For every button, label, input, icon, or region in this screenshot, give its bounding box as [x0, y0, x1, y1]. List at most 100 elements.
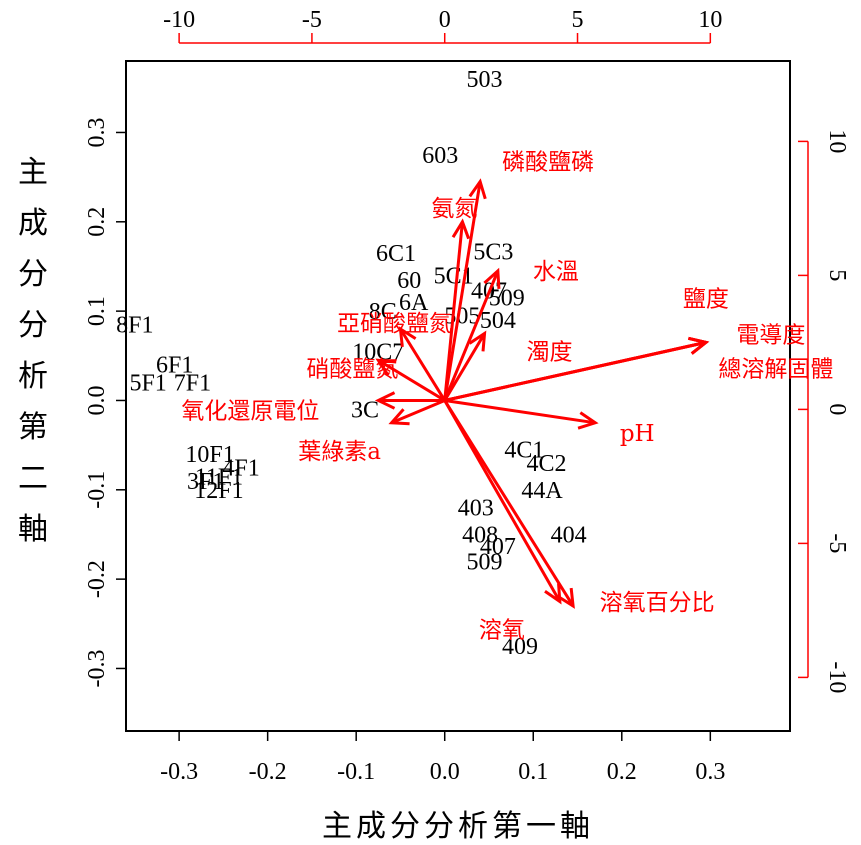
top-tick-label: 10	[698, 7, 722, 33]
observation-point-label: 509	[489, 286, 525, 312]
right-tick-label: 5	[824, 269, 850, 281]
variable-arrow	[443, 181, 482, 401]
y-tick-label: 0.2	[84, 207, 110, 237]
observation-point-label: 44A	[521, 478, 563, 504]
observation-point-label: 5C3	[473, 239, 513, 265]
observation-point-label: 4C1	[504, 438, 544, 464]
x-tick-label: 0.0	[430, 759, 460, 785]
x-tick-label: -0.2	[249, 759, 287, 785]
observation-point-label: 509	[467, 549, 503, 575]
variable-arrowhead	[375, 358, 397, 377]
variable-label: 磷酸鹽磷	[502, 150, 594, 176]
observation-point-label: 3C	[351, 397, 379, 423]
y-tick-label: -0.3	[84, 649, 110, 687]
top-tick-label: 5	[572, 7, 584, 33]
observation-point-label: 10F1	[185, 442, 234, 468]
variable-arrowhead	[468, 330, 487, 352]
variable-label: 濁度	[527, 339, 573, 365]
variable-arrows	[374, 178, 710, 609]
y-axis-title-char: 主	[18, 155, 48, 190]
right-tick-label: -10	[824, 661, 850, 693]
x-tick-label: 0.3	[695, 759, 725, 785]
left-axis: -0.3 -0.2 -0.1 0.0 0.1 0.2 0.3	[84, 117, 127, 687]
variable-label: 總溶解固體	[718, 356, 833, 382]
right-tick-label: 0	[824, 403, 850, 415]
observation-point-label: 407	[480, 534, 516, 560]
y-tick-label: 0.3	[84, 117, 110, 147]
variable-label: 氨氮	[431, 196, 477, 222]
x-axis-title: 主成分分析第一軸	[322, 809, 594, 844]
top-tick-label: -10	[163, 7, 195, 33]
x-tick-label: -0.1	[337, 759, 375, 785]
right-axis: -10 -5 0 5 10	[798, 129, 850, 693]
variable-arrow	[443, 221, 464, 401]
y-tick-label: 0.1	[84, 296, 110, 326]
variable-arrow	[443, 270, 500, 402]
observation-point-label: 3F1	[187, 469, 224, 495]
variable-label: 鹽度	[683, 286, 729, 312]
variable-label: 電導度	[736, 322, 805, 348]
right-tick-label: 10	[824, 129, 850, 153]
observation-point-label: 404	[551, 522, 587, 548]
observation-point-label: 5F1	[129, 371, 166, 397]
variable-arrow	[377, 358, 446, 402]
x-tick-label: 0.1	[518, 759, 548, 785]
y-axis-title-char: 二	[18, 461, 48, 496]
top-tick-label: -5	[302, 7, 322, 33]
right-tick-label: -5	[824, 533, 850, 553]
variable-arrow	[444, 398, 596, 425]
variable-label: 水溫	[533, 259, 579, 285]
variable-label: pH	[620, 421, 655, 447]
y-tick-label: 0.0	[84, 385, 110, 415]
variable-arrow	[399, 328, 446, 402]
y-axis-title-char: 分	[18, 308, 48, 343]
variable-arrowhead	[688, 336, 710, 355]
variable-arrowhead	[451, 218, 471, 240]
observation-point-label: 4F1	[222, 455, 259, 481]
y-axis-title-char: 析	[18, 359, 48, 394]
variable-label: 亞硝酸鹽氮	[337, 311, 452, 337]
observation-point-label: 603	[422, 143, 458, 169]
observation-point-label: 504	[480, 308, 516, 334]
observation-labels: 5036036C15C3605C14075098C6A50550410C73C8…	[116, 67, 586, 660]
variable-arrowhead	[557, 587, 575, 609]
variable-label: 溶氧	[479, 617, 525, 643]
variable-label: 溶氧百分比	[600, 590, 715, 616]
variable-arrowhead	[374, 391, 396, 410]
observation-point-label: 403	[458, 496, 494, 522]
variable-arrowhead	[483, 267, 501, 289]
x-tick-label: -0.3	[160, 759, 198, 785]
variable-label: 硝酸鹽氮	[306, 356, 398, 382]
variable-arrowhead	[468, 178, 487, 200]
y-axis-title-char: 第	[18, 410, 48, 445]
variable-label: 氧化還原電位	[181, 398, 319, 424]
variable-arrow	[443, 332, 486, 402]
observation-point-label: 12F1	[194, 478, 243, 504]
top-tick-label: 0	[439, 7, 451, 33]
observation-point-label: 6F1	[156, 353, 193, 379]
y-axis-title-char: 分	[18, 257, 48, 292]
variable-arrow	[444, 340, 707, 402]
observation-point-label: 11F1	[195, 464, 243, 490]
variable-arrowhead	[388, 408, 410, 426]
variable-arrowhead	[544, 583, 562, 605]
observation-point-label: 408	[462, 522, 498, 548]
variable-label: 葉綠素a	[298, 439, 381, 465]
observation-point-label: 503	[467, 67, 503, 93]
observation-point-label: 60	[397, 268, 421, 294]
variable-arrow	[391, 399, 446, 425]
y-tick-label: -0.2	[84, 560, 110, 598]
observation-point-label: 8F1	[116, 313, 153, 339]
observation-point-label: 6A	[399, 290, 429, 316]
variable-arrow	[443, 399, 575, 607]
variable-arrowhead	[577, 411, 599, 430]
observation-point-label: 8C	[369, 299, 397, 325]
y-axis-title-char: 軸	[18, 512, 48, 547]
variable-arrow	[443, 399, 562, 603]
y-axis-title-char: 成	[18, 206, 48, 241]
x-tick-label: 0.2	[607, 759, 637, 785]
y-tick-label: -0.1	[84, 471, 110, 509]
